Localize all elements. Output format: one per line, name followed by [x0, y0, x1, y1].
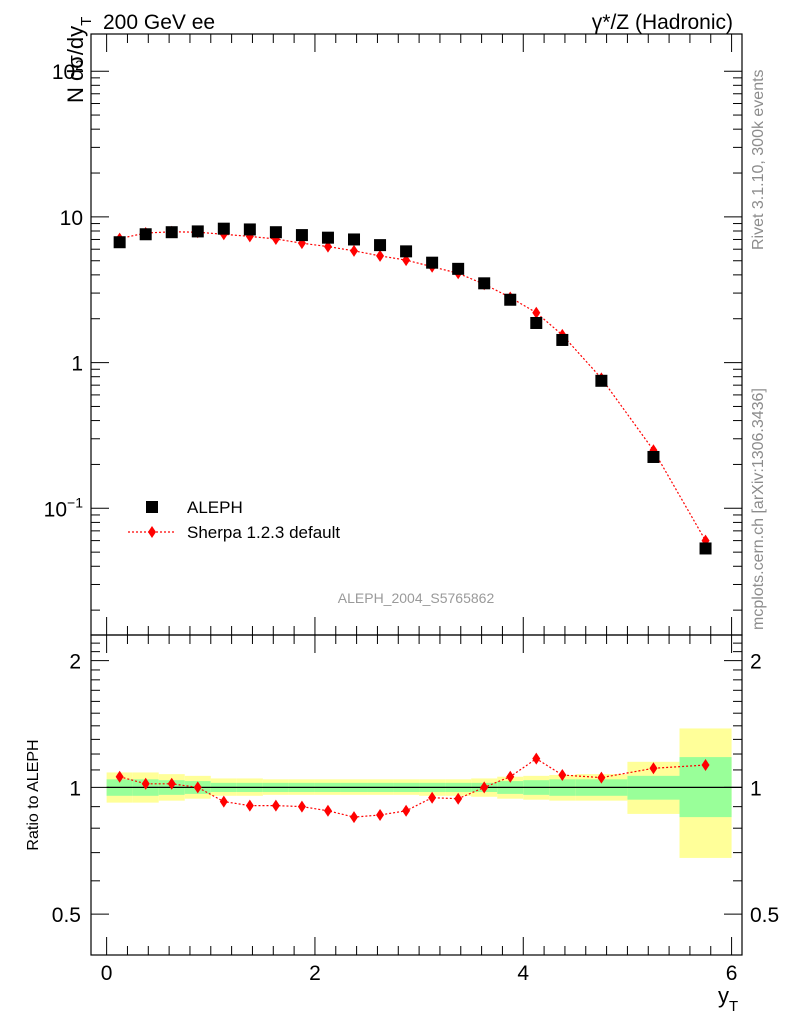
- ratio-mc-point: [323, 804, 332, 817]
- main-axis-ticks: [91, 34, 742, 635]
- data-point: [269, 226, 282, 239]
- data-point: [191, 225, 204, 238]
- ratio-mc-point: [649, 762, 658, 775]
- legend-marker-sherpa: [148, 526, 156, 538]
- ratio-mc-point: [167, 777, 176, 790]
- ratio-mc-series: [115, 752, 710, 824]
- data-series: [113, 222, 712, 555]
- data-point: [321, 231, 334, 244]
- data-point: [113, 236, 126, 249]
- main-frame: [90, 33, 743, 636]
- main-y-axis-label: N dσ/dyT: [63, 17, 95, 103]
- mc-line: [119, 231, 707, 541]
- ratio-mc-point: [271, 799, 280, 812]
- x-tick-label: 6: [726, 962, 738, 985]
- data-point: [165, 226, 178, 239]
- data-point: [647, 450, 660, 463]
- data-point: [699, 542, 712, 555]
- legend: ALEPH Sherpa 1.2.3 default: [128, 498, 340, 542]
- mc-point: [376, 249, 385, 262]
- ratio-panel: 0.5 0.5 1 1 2 2 0 2 4 6 Ratio to ALEPH yT: [25, 634, 779, 1015]
- ratio-mc-point: [428, 791, 437, 804]
- ratio-y-tick-label-right: 0.5: [750, 904, 779, 927]
- x-tick-label: 0: [101, 962, 113, 985]
- ratio-tick-labels: 0.5 0.5 1 1 2 2 0 2 4 6: [52, 651, 779, 985]
- ratio-mc-point: [297, 800, 306, 813]
- data-point: [478, 277, 491, 290]
- ratio-mc-point: [558, 768, 567, 781]
- ratio-mc-point: [506, 770, 515, 783]
- data-point: [374, 239, 387, 252]
- mcplots-label: mcplots.cern.ch [arXiv:1306.3436]: [750, 388, 767, 630]
- ratio-y-tick-label-right: 1: [750, 777, 762, 800]
- x-axis-label: yT: [718, 983, 738, 1015]
- ratio-axis-ticks: [91, 635, 742, 955]
- ratio-y-tick-label-right: 2: [750, 651, 762, 674]
- header-right: γ*/Z (Hadronic): [592, 11, 733, 34]
- legend-marker-aleph: [146, 501, 158, 513]
- ratio-mc-point: [350, 811, 359, 824]
- ratio-mc-point: [245, 799, 254, 812]
- ratio-mc-point: [480, 781, 489, 794]
- x-tick-label: 2: [309, 962, 321, 985]
- data-point: [295, 229, 308, 242]
- legend-label-sherpa: Sherpa 1.2.3 default: [187, 523, 340, 542]
- ratio-y-tick-label-left: 0.5: [52, 904, 81, 927]
- data-point: [243, 223, 256, 236]
- data-point: [452, 262, 465, 275]
- analysis-id: ALEPH_2004_S5765862: [338, 590, 495, 606]
- main-y-tick-label: 1: [71, 353, 83, 376]
- ratio-mc-point: [701, 759, 710, 772]
- main-y-tick-label: 10: [60, 207, 83, 230]
- ratio-bands: [106, 728, 732, 858]
- legend-label-aleph: ALEPH: [187, 498, 243, 517]
- ratio-y-tick-label-left: 2: [69, 651, 81, 674]
- data-point: [556, 333, 569, 346]
- ratio-mc-point: [115, 770, 124, 783]
- data-point: [348, 233, 361, 246]
- data-point: [139, 228, 152, 241]
- ratio-mc-point: [141, 777, 150, 790]
- ratio-mc-point: [597, 771, 606, 784]
- data-point: [595, 374, 608, 387]
- data-point: [217, 222, 230, 235]
- ratio-mc-line: [119, 757, 706, 818]
- ratio-frame: [90, 634, 743, 956]
- header-left: 200 GeV ee: [103, 11, 215, 34]
- ratio-mc-point: [454, 792, 463, 805]
- rivet-label: Rivet 3.1.10, 300k events: [750, 69, 767, 250]
- data-point: [504, 293, 517, 306]
- ratio-y-axis-label: Ratio to ALEPH: [25, 739, 42, 850]
- ratio-mc-point: [219, 795, 228, 808]
- ratio-mc-point: [376, 808, 385, 821]
- data-point: [426, 256, 439, 269]
- x-tick-label: 4: [517, 962, 529, 985]
- ratio-mc-point: [193, 781, 202, 794]
- data-point: [400, 245, 413, 258]
- mc-point: [532, 306, 541, 319]
- main-y-tick-label: 10−1: [44, 494, 84, 521]
- main-y-tick-label: 102: [52, 57, 83, 84]
- ratio-mc-point: [402, 804, 411, 817]
- data-point: [530, 316, 543, 329]
- ratio-mc-point: [532, 752, 541, 765]
- ratio-y-tick-label-left: 1: [69, 777, 81, 800]
- mc-point: [350, 244, 359, 257]
- main-y-tick-labels: 10−1 1 10 102: [44, 57, 84, 521]
